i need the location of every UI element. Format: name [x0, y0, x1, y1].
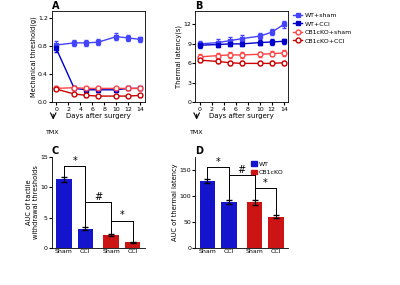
Bar [125, 243, 140, 248]
Bar [56, 180, 72, 248]
Text: D: D [196, 146, 204, 156]
Text: TMX: TMX [190, 130, 204, 135]
Y-axis label: Mechanical threshold(g): Mechanical threshold(g) [30, 17, 36, 97]
Text: *: * [120, 210, 124, 220]
Bar [104, 235, 119, 248]
Bar [78, 229, 93, 248]
Y-axis label: AUC of tactile
withdrawal thresholds: AUC of tactile withdrawal thresholds [26, 166, 39, 239]
Text: A: A [52, 1, 60, 11]
Text: *: * [216, 157, 220, 167]
Y-axis label: Thermal latency(s): Thermal latency(s) [176, 25, 182, 88]
Bar [247, 202, 262, 248]
Text: #: # [94, 192, 102, 202]
Bar [268, 217, 284, 248]
X-axis label: Days after surgery: Days after surgery [209, 113, 274, 119]
Text: *: * [263, 178, 268, 188]
Text: TMX: TMX [46, 130, 60, 135]
Text: C: C [52, 146, 59, 156]
X-axis label: Days after surgery: Days after surgery [66, 113, 131, 119]
Legend: WT, CB1cKO: WT, CB1cKO [250, 160, 285, 176]
Text: #: # [238, 165, 246, 175]
Text: *: * [72, 156, 77, 166]
Bar [221, 202, 236, 248]
Text: B: B [196, 1, 203, 11]
Legend: WT+sham, WT+CCI, CB1cKO+sham, CB1cKO+CCI: WT+sham, WT+CCI, CB1cKO+sham, CB1cKO+CCI [293, 13, 352, 44]
Bar [200, 182, 215, 248]
Y-axis label: AUC of thermal latency: AUC of thermal latency [172, 164, 178, 241]
